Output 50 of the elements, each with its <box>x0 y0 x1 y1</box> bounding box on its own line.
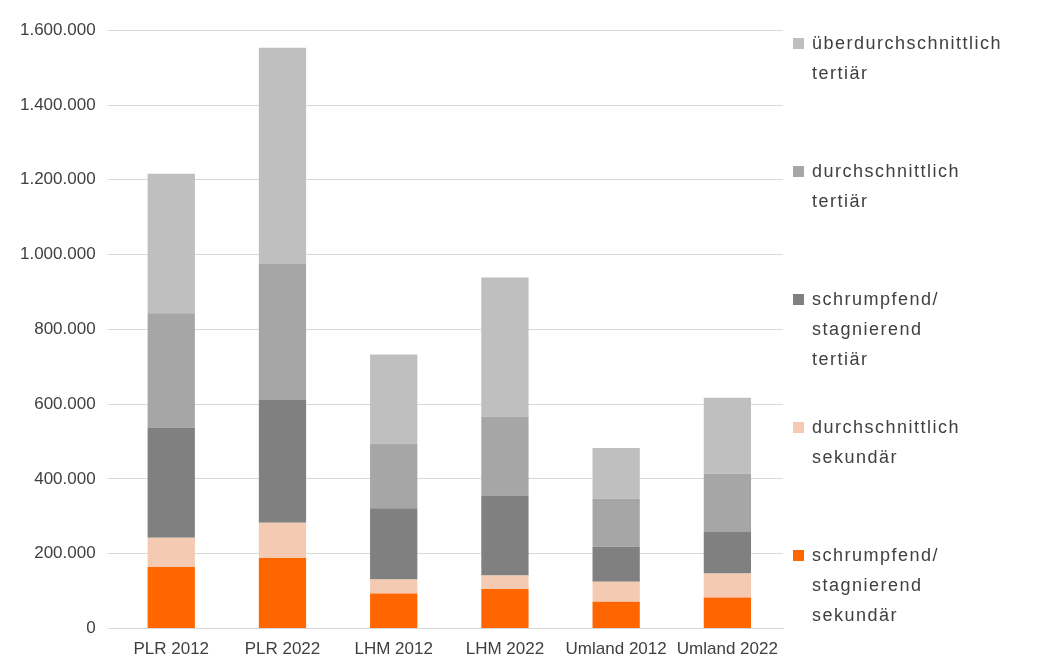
bar <box>258 522 307 558</box>
bar <box>258 557 307 629</box>
x-tick-label: PLR 2022 <box>244 639 321 659</box>
y-tick-label: 800.000 <box>34 319 96 339</box>
bar <box>258 47 307 264</box>
bar <box>147 427 195 538</box>
bar <box>370 593 418 629</box>
bar <box>703 397 752 474</box>
bar <box>481 588 529 629</box>
bar <box>370 443 418 509</box>
x-tick-label: LHM 2022 <box>465 639 545 659</box>
bar <box>147 537 195 567</box>
x-tick-label: PLR 2012 <box>133 639 210 659</box>
x-tick-label: LHM 2012 <box>354 639 433 659</box>
bar <box>258 400 307 523</box>
bar <box>703 473 752 533</box>
legend-label: schrumpfend/ stagnierend sekundär <box>812 544 941 627</box>
bar <box>481 495 529 576</box>
bar <box>592 581 640 602</box>
y-tick-label: 600.000 <box>34 393 96 413</box>
bar <box>481 416 529 496</box>
bar <box>703 597 752 629</box>
legend-label: durchschnittlich tertiär <box>812 160 961 213</box>
x-tick-label: Umland 2012 <box>565 639 667 659</box>
y-tick-label: 1.400.000 <box>19 94 96 114</box>
y-tick-label: 200.000 <box>34 543 96 563</box>
bar <box>370 508 418 580</box>
bar <box>147 173 195 314</box>
y-tick-label: 1.000.000 <box>19 244 96 264</box>
bar <box>592 447 640 499</box>
legend-label: schrumpfend/ stagnierend tertiär <box>812 288 941 371</box>
y-tick-label: 1.600.000 <box>19 19 96 39</box>
bar <box>592 498 640 547</box>
bar <box>481 277 529 417</box>
bar <box>370 354 418 444</box>
bar <box>370 579 418 594</box>
legend-label: durchschnittlich sekundär <box>812 416 961 469</box>
bar <box>258 263 307 401</box>
bar <box>481 575 529 589</box>
bar <box>147 313 195 428</box>
bar <box>703 532 752 574</box>
bar <box>703 573 752 598</box>
x-tick-label: Umland 2022 <box>676 639 778 659</box>
legend-label: überdurchschnittlich tertiär <box>812 32 1003 85</box>
bar <box>147 566 195 629</box>
bar <box>592 601 640 629</box>
y-tick-label: 1.200.000 <box>19 169 96 189</box>
y-tick-label: 400.000 <box>34 468 96 488</box>
bar <box>592 546 640 582</box>
y-tick-label: 0 <box>86 618 96 638</box>
